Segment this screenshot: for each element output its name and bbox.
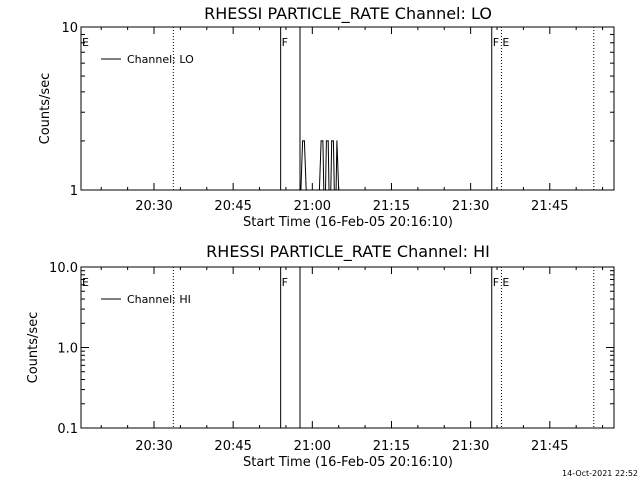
data-point	[303, 140, 306, 142]
data-point	[305, 189, 307, 191]
data-point	[307, 189, 309, 191]
data-point	[298, 189, 300, 191]
x-tick-label: 21:45	[531, 439, 568, 454]
data-point	[327, 140, 329, 142]
x-axis-label: Start Time (16-Feb-05 20:16:10)	[243, 215, 453, 230]
legend-label: Channel: LO	[127, 53, 194, 66]
event-flag-f: F	[282, 276, 288, 289]
x-axis-label: Start Time (16-Feb-05 20:16:10)	[243, 455, 453, 470]
x-tick-label: 20:30	[135, 439, 172, 454]
data-point	[320, 140, 322, 142]
data-point	[332, 140, 335, 142]
event-flag-f: F	[493, 36, 499, 49]
y-axis-label: Counts/sec	[26, 312, 41, 384]
chart-panel-2: RHESSI PARTICLE_RATE Channel: HI 20:30 20:…	[26, 242, 615, 470]
x-tick-label: 21:15	[373, 439, 410, 454]
event-flag-e: E	[82, 36, 89, 49]
data-point	[331, 140, 333, 142]
data-point	[325, 140, 327, 142]
data-point	[330, 189, 332, 191]
data-point	[336, 140, 338, 142]
x-tick-label: 20:45	[214, 199, 251, 214]
y-axis-label: Counts/sec	[38, 73, 53, 145]
x-tick-label: 21:45	[531, 199, 568, 214]
data-point	[335, 189, 337, 191]
data-point	[324, 189, 327, 191]
event-flag-e: E	[502, 36, 509, 49]
x-tick-label: 21:00	[294, 439, 331, 454]
data-point	[322, 140, 324, 142]
data-point	[338, 189, 340, 191]
plot-frame	[80, 26, 615, 191]
event-flag-e: E	[82, 276, 89, 289]
x-tick-label: 21:30	[452, 439, 489, 454]
data-point	[328, 189, 330, 191]
chart-title: RHESSI PARTICLE_RATE Channel: LO	[204, 4, 492, 24]
x-tick-label: 20:45	[214, 439, 251, 454]
data-point	[318, 189, 320, 191]
chart-title: RHESSI PARTICLE_RATE Channel: HI	[206, 242, 490, 262]
x-tick-label: 21:15	[373, 199, 410, 214]
data-point	[316, 189, 319, 191]
legend-label: Channel: HI	[127, 293, 191, 306]
event-flag-f: F	[493, 276, 499, 289]
x-tick-label: 20:30	[135, 199, 172, 214]
y-tick-label: 1	[70, 184, 78, 199]
chart-panel-1: RHESSI PARTICLE_RATE Channel: LO 20:30 20:…	[38, 4, 615, 230]
event-flag-e: E	[502, 276, 509, 289]
y-tick-label: 10.0	[49, 261, 78, 276]
data-point	[333, 189, 335, 191]
x-tick-label: 21:30	[452, 199, 489, 214]
data-point	[300, 189, 302, 191]
timestamp-label: 14-Oct-2021 22:52	[562, 469, 638, 478]
plot-frame	[80, 266, 615, 429]
data-point	[302, 140, 304, 142]
series-line	[299, 140, 340, 191]
y-tick-label: 1.0	[57, 342, 78, 357]
y-tick-label: 0.1	[57, 422, 78, 437]
data-point	[323, 189, 325, 191]
x-tick-label: 21:00	[294, 199, 331, 214]
y-tick-label: 10	[61, 21, 78, 36]
event-flag-f: F	[282, 36, 288, 49]
